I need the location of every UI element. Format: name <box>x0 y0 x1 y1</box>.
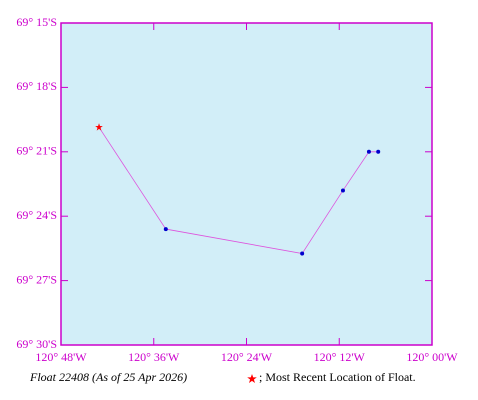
legend-text: ; Most Recent Location of Float. <box>259 370 416 384</box>
track-point <box>340 188 345 193</box>
x-tick-label: 120° 48'W <box>35 350 87 364</box>
track-point <box>300 251 305 256</box>
track-point <box>163 227 168 232</box>
latest-point <box>95 123 103 131</box>
x-tick-label: 120° 00'W <box>406 350 458 364</box>
x-tick-label: 120° 12'W <box>314 350 366 364</box>
track-point <box>366 149 371 154</box>
y-tick-label: 69° 18'S <box>16 79 57 93</box>
y-tick-label: 69° 30'S <box>16 337 57 351</box>
x-tick-label: 120° 36'W <box>128 350 180 364</box>
plot-area <box>60 22 433 346</box>
legend-star <box>247 374 257 383</box>
track-point <box>376 149 381 154</box>
y-tick-label: 69° 24'S <box>16 208 57 222</box>
y-tick-label: 69° 27'S <box>16 272 57 286</box>
y-tick-label: 69° 15'S <box>16 15 57 29</box>
x-tick-label: 120° 24'W <box>221 350 273 364</box>
caption: Float 22408 (As of 25 Apr 2026) <box>29 370 187 384</box>
y-tick-label: 69° 21'S <box>16 144 57 158</box>
